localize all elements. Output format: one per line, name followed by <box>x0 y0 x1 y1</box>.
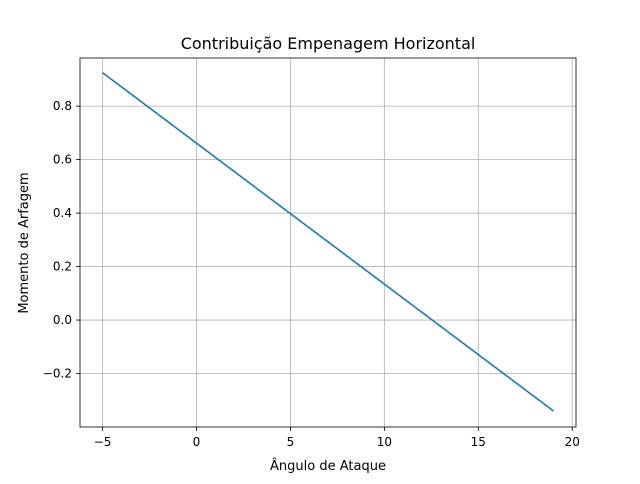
x-tick-label: 15 <box>471 435 486 449</box>
x-axis-ticks: −5 0 5 10 15 20 <box>94 427 580 449</box>
x-tick-label: −5 <box>94 435 112 449</box>
x-tick-label: 10 <box>377 435 392 449</box>
y-tick-label: 0.8 <box>53 99 72 113</box>
chart-title: Contribuição Empenagem Horizontal <box>181 34 476 53</box>
plot-frame <box>79 57 577 428</box>
grid-lines <box>80 58 576 427</box>
y-tick-label: −0.2 <box>43 367 72 381</box>
x-tick-label: 5 <box>287 435 295 449</box>
x-axis-label: Ângulo de Ataque <box>270 458 386 474</box>
series-lines <box>102 72 554 412</box>
series-line <box>102 72 554 412</box>
y-tick-label: 0.4 <box>53 206 72 220</box>
x-tick-label: 20 <box>565 435 580 449</box>
y-tick-label: 0.2 <box>53 260 72 274</box>
x-tick-label: 0 <box>193 435 201 449</box>
y-axis-label: Momento de Arfagem <box>17 172 32 313</box>
y-tick-label: 0.0 <box>53 313 72 327</box>
y-axis-ticks: −0.2 0.0 0.2 0.4 0.6 0.8 <box>43 99 80 381</box>
y-tick-label: 0.6 <box>53 153 72 167</box>
